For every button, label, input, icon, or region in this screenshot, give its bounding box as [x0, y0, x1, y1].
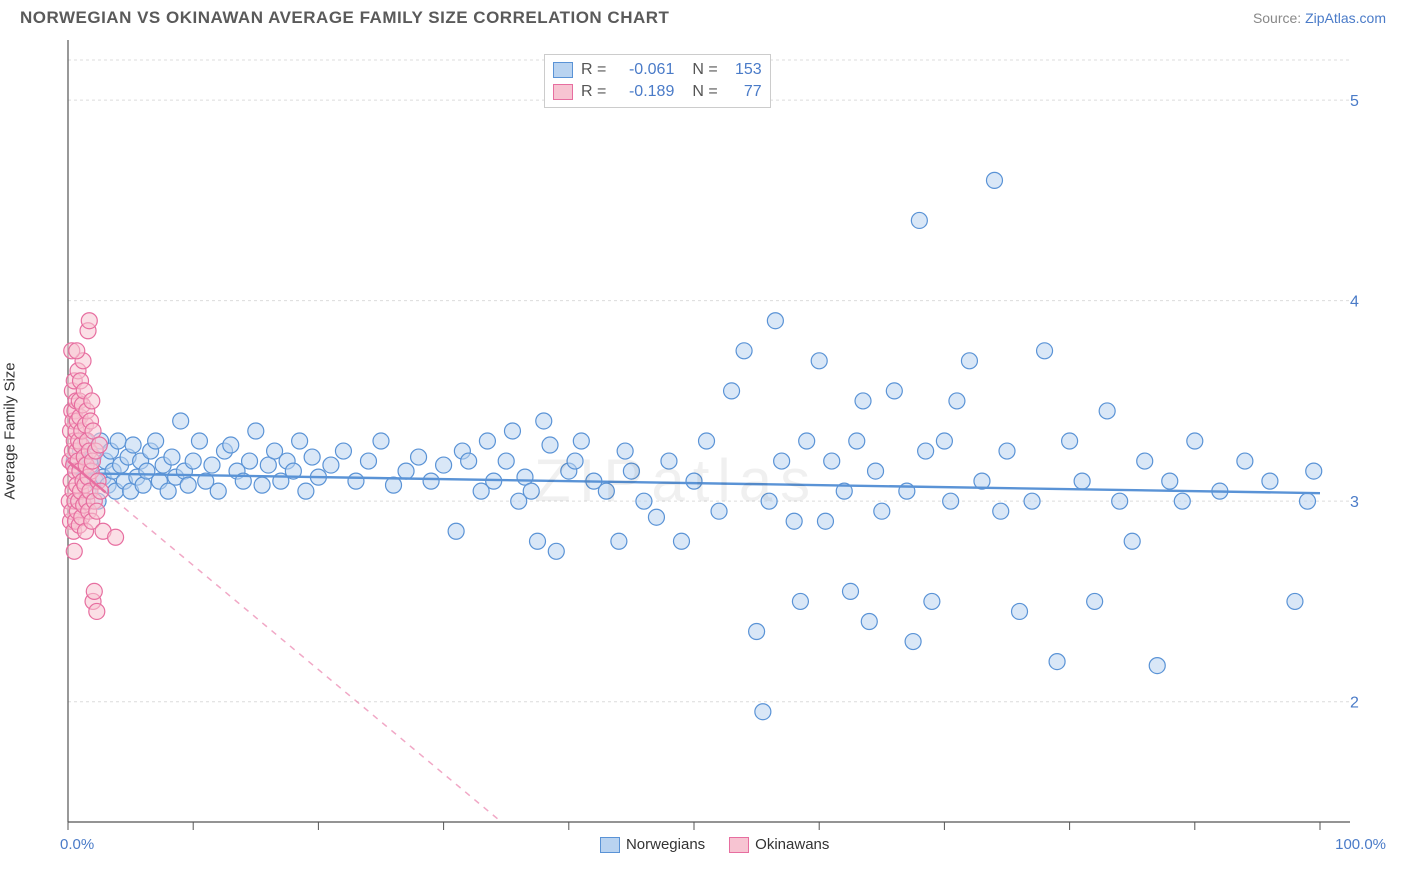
r-label: R =	[581, 83, 606, 101]
x-axis-max-label: 100.0%	[1335, 836, 1386, 853]
source-link[interactable]: ZipAtlas.com	[1305, 10, 1386, 26]
correlation-stats-box: R = -0.061 N = 153 R = -0.189 N = 77	[544, 54, 771, 108]
svg-text:3.00: 3.00	[1350, 494, 1360, 511]
source-label: Source:	[1253, 10, 1301, 26]
svg-text:4.00: 4.00	[1350, 294, 1360, 311]
legend-swatch-norwegians	[600, 837, 620, 853]
legend-item-norwegians: Norwegians	[600, 836, 705, 853]
series-legend: Norwegians Okinawans	[600, 836, 829, 853]
chart-container: Average Family Size 2.003.004.005.00 ZIP…	[20, 32, 1386, 832]
n-label: N =	[692, 61, 717, 79]
stats-swatch	[553, 84, 573, 100]
legend-label-norwegians: Norwegians	[626, 836, 705, 853]
y-axis-label: Average Family Size	[2, 362, 19, 499]
svg-text:2.00: 2.00	[1350, 695, 1360, 712]
chart-title: NORWEGIAN VS OKINAWAN AVERAGE FAMILY SIZ…	[20, 8, 669, 28]
stats-row: R = -0.061 N = 153	[553, 59, 762, 81]
legend-label-okinawans: Okinawans	[755, 836, 829, 853]
n-label: N =	[692, 83, 717, 101]
n-value: 77	[726, 83, 762, 101]
chart-header: NORWEGIAN VS OKINAWAN AVERAGE FAMILY SIZ…	[0, 0, 1406, 32]
stats-swatch	[553, 62, 573, 78]
stats-row: R = -0.189 N = 77	[553, 81, 762, 103]
x-axis-min-label: 0.0%	[60, 836, 94, 853]
source-attribution: Source: ZipAtlas.com	[1253, 10, 1386, 26]
scatter-chart: 2.00 3.00 4.00 5.00	[20, 32, 1360, 832]
legend-item-okinawans: Okinawans	[729, 836, 829, 853]
n-value: 153	[726, 61, 762, 79]
svg-text:5.00: 5.00	[1350, 93, 1360, 110]
legend-swatch-okinawans	[729, 837, 749, 853]
x-axis-footer: 0.0% Norwegians Okinawans 100.0%	[0, 832, 1406, 853]
r-value: -0.189	[614, 83, 674, 101]
r-value: -0.061	[614, 61, 674, 79]
r-label: R =	[581, 61, 606, 79]
